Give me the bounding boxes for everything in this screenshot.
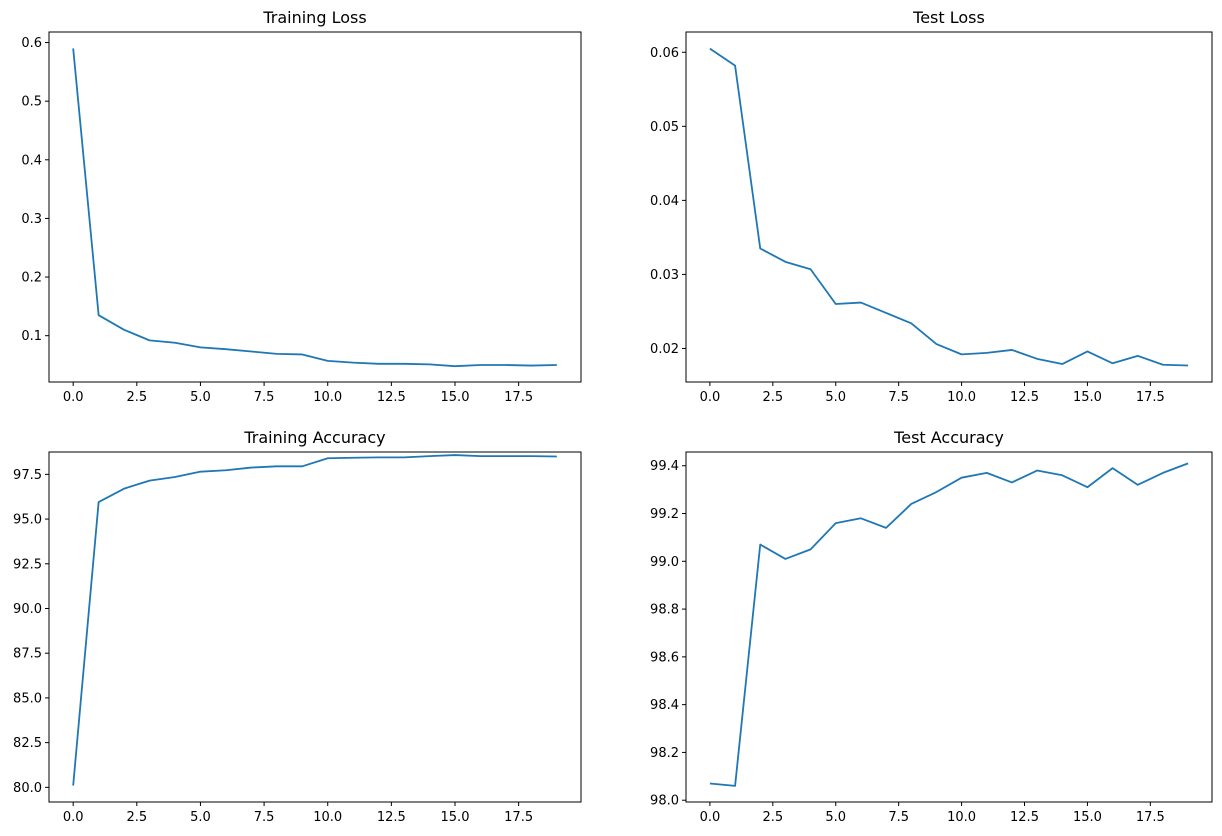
training-accuracy-y-tick-label: 80.0: [13, 781, 42, 796]
test-loss-x-tick-label: 0.0: [700, 390, 721, 405]
training-accuracy-series-line: [72, 454, 557, 786]
test-loss-y-tick-label: 0.04: [650, 194, 679, 209]
test-loss-x-tick-label: 2.5: [762, 390, 783, 405]
test-accuracy-x-tick-label: 17.5: [1136, 810, 1165, 825]
training-accuracy-y-tick-label: 97.5: [13, 468, 42, 483]
training-loss-y-tick-label: 0.4: [21, 153, 42, 168]
test-loss-x-tick-label: 10.0: [947, 390, 976, 405]
test-accuracy-x-tick-label: 7.5: [888, 810, 909, 825]
training-loss-x-tick-label: 10.0: [313, 390, 342, 405]
test-loss-axes-frame: [685, 31, 1213, 383]
test-loss-y-tick-label: 0.03: [650, 268, 679, 283]
test-accuracy-y-tick-label: 98.4: [650, 698, 679, 713]
test-accuracy-x-tick-label: 12.5: [1010, 810, 1039, 825]
training-loss-title: Training Loss: [262, 8, 366, 27]
training-accuracy-y-tick-label: 85.0: [13, 691, 42, 706]
training-accuracy-x-tick-label: 12.5: [377, 810, 406, 825]
test-accuracy-title: Test Accuracy: [893, 428, 1004, 447]
test-accuracy-axes-frame: [685, 451, 1213, 803]
training-loss-panel: Training Loss 0.0 2.5 5.0 7.5 10.0 12.5 15.0 17.…: [21, 8, 582, 405]
test-loss-x-tick-label: 7.5: [888, 390, 909, 405]
training-accuracy-y-tick-label: 82.5: [13, 736, 42, 751]
training-loss-y-tick-label: 0.5: [21, 95, 42, 110]
training-accuracy-x-tick-label: 7.5: [254, 810, 275, 825]
training-loss-x-tick-label: 5.0: [190, 390, 211, 405]
test-loss-panel: Test Loss 0.0 2.5 5.0 7.5 10.0 12.5 15.0 17.5 0.0…: [650, 8, 1213, 405]
training-accuracy-y-tick-label: 92.5: [13, 557, 42, 572]
test-accuracy-y-tick-label: 98.2: [650, 746, 679, 761]
training-accuracy-x-tick-label: 0.0: [63, 810, 84, 825]
test-accuracy-y-tick-label: 99.0: [650, 555, 679, 570]
test-loss-series-line: [709, 47, 1189, 367]
test-accuracy-panel: Test Accuracy 0.0 2.5 5.0 7.5 10.0 12.5 15.0 17.…: [650, 428, 1213, 825]
test-loss-x-tick-label: 17.5: [1136, 390, 1165, 405]
test-accuracy-y-tick-label: 99.2: [650, 507, 679, 522]
training-loss-x-tick-label: 2.5: [126, 390, 147, 405]
training-accuracy-x-tick-label: 15.0: [441, 810, 470, 825]
training-accuracy-axes-frame: [48, 451, 582, 803]
test-accuracy-y-tick-label: 98.8: [650, 603, 679, 618]
test-loss-y-tick-label: 0.02: [650, 342, 679, 357]
training-loss-y-tick-label: 0.1: [21, 329, 42, 344]
training-loss-x-tick-label: 7.5: [254, 390, 275, 405]
test-loss-y-tick-label: 0.06: [650, 46, 679, 61]
training-accuracy-panel: Training Accuracy 0.0 2.5 5.0 7.5 10.0 12.5 15.…: [13, 428, 582, 825]
training-loss-x-tick-label: 12.5: [377, 390, 406, 405]
test-accuracy-x-tick-label: 10.0: [947, 810, 976, 825]
training-accuracy-x-tick-label: 10.0: [313, 810, 342, 825]
test-accuracy-x-tick-label: 15.0: [1073, 810, 1102, 825]
test-accuracy-x-tick-label: 2.5: [762, 810, 783, 825]
test-accuracy-y-tick-label: 98.0: [650, 794, 679, 809]
test-accuracy-x-tick-label: 5.0: [825, 810, 846, 825]
training-accuracy-y-tick-label: 87.5: [13, 647, 42, 662]
training-loss-series-line: [72, 48, 557, 368]
training-accuracy-x-tick-label: 5.0: [190, 810, 211, 825]
training-accuracy-x-tick-label: 2.5: [126, 810, 147, 825]
test-loss-title: Test Loss: [912, 8, 985, 27]
training-loss-y-tick-label: 0.3: [21, 212, 42, 227]
training-loss-x-tick-label: 15.0: [441, 390, 470, 405]
training-accuracy-title: Training Accuracy: [243, 428, 385, 447]
test-accuracy-y-tick-label: 98.6: [650, 650, 679, 665]
test-loss-y-tick-label: 0.05: [650, 120, 679, 135]
test-accuracy-x-tick-label: 0.0: [700, 810, 721, 825]
test-loss-x-tick-label: 12.5: [1010, 390, 1039, 405]
training-loss-x-tick-label: 17.5: [504, 390, 533, 405]
training-loss-y-tick-label: 0.2: [21, 271, 42, 286]
training-accuracy-y-tick-label: 95.0: [13, 513, 42, 528]
training-accuracy-y-tick-label: 90.0: [13, 602, 42, 617]
training-accuracy-x-tick-label: 17.5: [504, 810, 533, 825]
training-loss-axes-frame: [48, 31, 582, 383]
test-accuracy-series-line: [709, 462, 1189, 787]
test-accuracy-y-tick-label: 99.4: [650, 459, 679, 474]
training-loss-y-tick-label: 0.6: [21, 36, 42, 51]
test-loss-x-tick-label: 5.0: [825, 390, 846, 405]
training-loss-x-tick-label: 0.0: [63, 390, 84, 405]
test-loss-x-tick-label: 15.0: [1073, 390, 1102, 405]
